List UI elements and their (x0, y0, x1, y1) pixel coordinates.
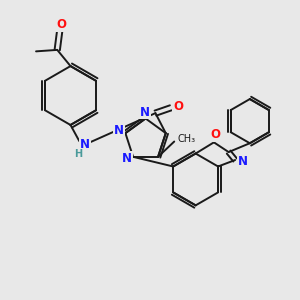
Text: N: N (122, 152, 132, 165)
Text: N: N (114, 124, 124, 137)
Text: N: N (238, 155, 248, 168)
Text: N: N (140, 106, 150, 118)
Text: O: O (210, 128, 220, 141)
Text: CH₃: CH₃ (178, 134, 196, 144)
Text: O: O (56, 18, 66, 31)
Text: N: N (80, 138, 90, 151)
Text: H: H (74, 148, 82, 158)
Text: O: O (173, 100, 183, 113)
